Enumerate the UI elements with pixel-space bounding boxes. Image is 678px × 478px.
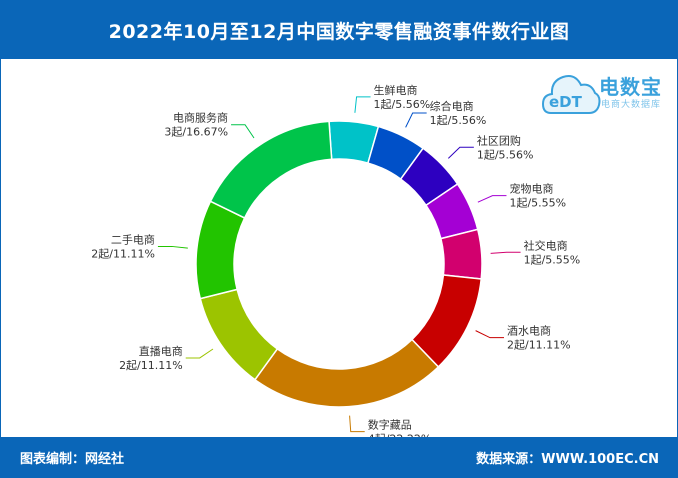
- logo: eDT 电数宝 电商大数据库: [541, 63, 671, 125]
- leader-line-2: [447, 146, 474, 159]
- pie-slice-4: [439, 228, 483, 280]
- leader-line-5: [475, 330, 504, 339]
- logo-brand: 电数宝: [599, 75, 662, 99]
- pie-slice-8: [195, 200, 246, 300]
- slice-name-label: 生鲜电商: [374, 83, 418, 97]
- pie-slice-9: [209, 120, 333, 219]
- slice-value-label: 1起/5.55%: [509, 197, 566, 210]
- logo-mark: eDT: [549, 93, 583, 111]
- pie-slice-6: [253, 338, 440, 408]
- slice-name-label: 宠物电商: [509, 182, 553, 196]
- slice-value-label: 4起/22.22%: [368, 433, 432, 437]
- leader-line-4: [490, 251, 521, 254]
- leader-line-6: [349, 415, 365, 433]
- cloud-logo-icon: eDT: [541, 75, 601, 114]
- slice-name-label: 电商服务商: [173, 111, 228, 125]
- leader-line-9: [231, 124, 255, 139]
- leader-line-0: [354, 96, 371, 113]
- slice-value-label: 1起/5.56%: [374, 98, 431, 111]
- footer-credit: 图表编制：网经社: [20, 452, 125, 467]
- leader-line-7: [185, 348, 214, 359]
- leader-line-3: [477, 195, 507, 203]
- slice-name-label: 社交电商: [524, 238, 568, 252]
- slice-value-label: 1起/5.56%: [477, 148, 534, 161]
- slice-name-label: 数字藏品: [368, 418, 412, 432]
- slice-name-label: 二手电商: [111, 232, 155, 246]
- footer-bar: 图表编制：网经社 数据来源：WWW.100EC.CN: [1, 437, 677, 477]
- slice-value-label: 2起/11.11%: [91, 247, 155, 260]
- slice-value-label: 1起/5.56%: [430, 114, 487, 127]
- slice-name-label: 直播电商: [139, 344, 183, 358]
- chart-title: 2022年10月至12月中国数字零售融资事件数行业图: [108, 20, 570, 43]
- slice-value-label: 2起/11.11%: [119, 359, 183, 372]
- slice-value-label: 2起/11.11%: [507, 339, 571, 352]
- slice-value-label: 1起/5.55%: [524, 253, 581, 266]
- header-bar: 2022年10月至12月中国数字零售融资事件数行业图: [1, 1, 677, 59]
- slice-name-label: 综合电商: [430, 99, 474, 113]
- logo-subtitle: 电商大数据库: [601, 100, 662, 110]
- slice-name-label: 酒水电商: [507, 324, 551, 338]
- slice-name-label: 社区团购: [477, 133, 521, 147]
- leader-line-1: [405, 112, 427, 128]
- slice-value-label: 3起/16.67%: [164, 126, 228, 139]
- leader-line-8: [157, 245, 188, 249]
- footer-source: 数据来源：WWW.100EC.CN: [476, 452, 659, 467]
